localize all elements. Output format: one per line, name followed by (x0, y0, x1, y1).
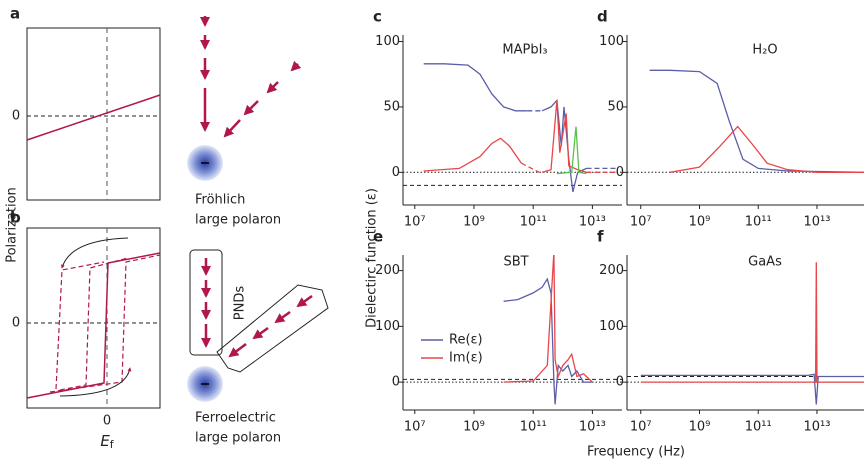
y-tick-label: 200 (599, 263, 624, 278)
x-tick-label: 10¹³ (579, 215, 606, 230)
y-tick-label: 0 (616, 375, 624, 390)
panel-box (26, 27, 161, 201)
x-tick-label: 10¹¹ (745, 215, 772, 230)
chart-panel: c MAPbI₃ 0 50 100 10⁷ 10⁹ 10¹¹ 10¹³ (373, 8, 622, 230)
y-tick-label: 0 (392, 165, 400, 180)
data-line (503, 277, 593, 405)
caption: large polaron (195, 431, 281, 446)
caption: PNDs (233, 286, 248, 321)
tick-label: 0 (12, 316, 20, 331)
chart-panel: e SBT 0 100 200 10⁷ 10⁹ 10¹¹ 10¹³ Re(ε) Im(ε) (373, 228, 622, 435)
x-tick-label: 10⁹ (463, 215, 485, 230)
panel-label: c (373, 8, 382, 26)
chart-title: MAPbI₃ (502, 43, 547, 58)
caption: Fröhlich (195, 193, 245, 208)
x-tick-label: 10¹¹ (745, 420, 772, 435)
tick-label: 0 (103, 414, 111, 429)
y-tick-label: 0 (392, 375, 400, 390)
x-tick-label: 10¹¹ (520, 420, 547, 435)
chart-panel: d H₂O 0 50 100 10⁷ 10⁹ 10¹¹ 10¹³ (597, 8, 864, 230)
pnd-box (216, 284, 329, 373)
x-tick-label: 10⁹ (463, 420, 485, 435)
y-tick-label: 100 (599, 34, 624, 49)
y-tick-label: 100 (375, 34, 400, 49)
chart-title: H₂O (752, 43, 777, 58)
x-axis-label: Frequency (Hz) (587, 445, 685, 460)
data-line (640, 373, 864, 405)
x-tick-label: 10¹³ (579, 420, 606, 435)
chart-title: GaAs (748, 255, 782, 270)
panel-label: a (10, 5, 20, 23)
x-tick-label: 10⁷ (404, 215, 426, 230)
chart-panel: f GaAs 0 100 200 10⁷ 10⁹ 10¹¹ 10¹³ (597, 228, 864, 435)
x-tick-label: 10¹³ (803, 215, 830, 230)
data-line (649, 69, 864, 173)
x-tick-label: 10¹³ (803, 420, 830, 435)
y-tick-label: 50 (607, 99, 624, 114)
y-tick-label: 0 (616, 165, 624, 180)
hysteresis-loop (26, 252, 161, 399)
panel-label: b (10, 209, 21, 227)
data-line (423, 137, 522, 172)
x-tick-label: 10⁷ (630, 420, 652, 435)
legend-label: Re(ε) (449, 333, 483, 348)
data-line (541, 100, 587, 173)
panel-label: f (597, 228, 604, 246)
arrow (59, 367, 132, 397)
panel-label: d (597, 8, 608, 26)
arrow (60, 237, 129, 269)
data-line (556, 126, 587, 175)
caption: Ferroelectric (195, 411, 276, 426)
y-tick-label: 200 (375, 263, 400, 278)
arrows (201, 258, 313, 358)
y-tick-label: 100 (599, 319, 624, 334)
x-axis-label: Ef (100, 432, 114, 452)
data-line (521, 162, 540, 173)
panel-box (26, 227, 161, 409)
x-tick-label: 10⁷ (630, 215, 652, 230)
hysteresis-loop (49, 254, 161, 393)
chart-title: SBT (503, 255, 528, 270)
y-tick-label: 100 (375, 319, 400, 334)
data-line (541, 98, 587, 193)
data-line (503, 255, 593, 383)
data-line (640, 262, 864, 383)
x-tick-label: 10⁹ (689, 215, 711, 230)
y-axis-label: Polarization (5, 187, 20, 263)
x-tick-label: 10⁷ (404, 420, 426, 435)
pnd-box (189, 249, 223, 356)
data-line (423, 63, 528, 112)
arrows (200, 16, 302, 138)
polarization-line (26, 94, 161, 141)
tick-label: 0 (12, 109, 20, 124)
caption: large polaron (195, 213, 281, 228)
x-tick-label: 10⁹ (689, 420, 711, 435)
data-line (669, 125, 864, 173)
panel-label: e (373, 228, 383, 246)
y-axis-label: Dielectirc function (ε) (365, 188, 380, 328)
y-tick-label: 50 (383, 99, 400, 114)
x-tick-label: 10¹¹ (520, 215, 547, 230)
legend-label: Im(ε) (449, 351, 483, 366)
